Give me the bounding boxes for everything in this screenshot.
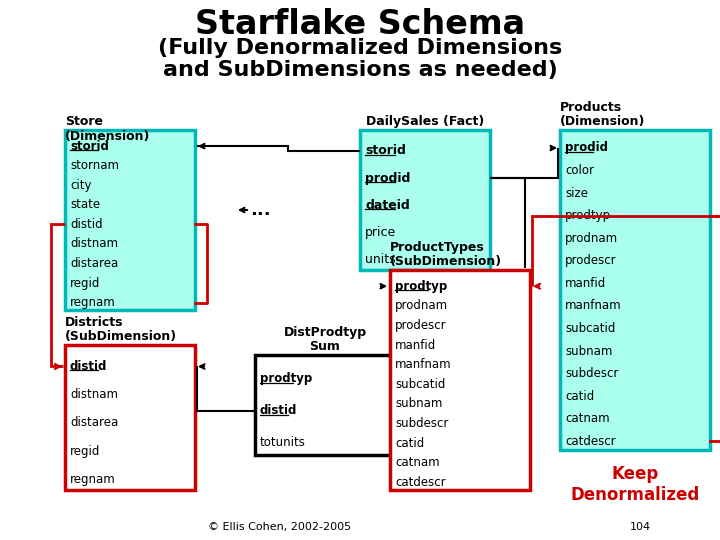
Text: (Dimension): (Dimension): [65, 130, 150, 143]
Text: prodtyp: prodtyp: [260, 373, 312, 386]
Text: distid: distid: [70, 218, 103, 231]
Text: distarea: distarea: [70, 416, 118, 429]
Text: prodescr: prodescr: [395, 319, 446, 332]
Text: distid: distid: [260, 404, 297, 417]
Text: size: size: [565, 187, 588, 200]
Text: color: color: [565, 164, 594, 177]
Text: subdescr: subdescr: [395, 417, 449, 430]
Bar: [65, 130, 195, 310]
Text: storid: storid: [70, 140, 109, 153]
Text: distnam: distnam: [70, 388, 118, 401]
Text: units: units: [365, 253, 395, 266]
Text: subnam: subnam: [565, 345, 613, 357]
Text: Starflake Schema: Starflake Schema: [195, 8, 525, 41]
Bar: [360, 130, 490, 270]
Text: prodnam: prodnam: [565, 232, 618, 245]
Text: subdescr: subdescr: [565, 367, 618, 380]
Text: manfnam: manfnam: [395, 358, 451, 371]
Text: ...: ...: [250, 201, 270, 219]
Text: ProductTypes: ProductTypes: [390, 241, 485, 254]
Text: prodtyp: prodtyp: [395, 280, 447, 293]
Text: subnam: subnam: [395, 397, 442, 410]
Text: subcatid: subcatid: [565, 322, 616, 335]
Text: Store: Store: [65, 115, 103, 128]
Text: © Ellis Cohen, 2002-2005: © Ellis Cohen, 2002-2005: [208, 522, 351, 532]
Text: prodtyp: prodtyp: [565, 209, 611, 222]
Text: (Dimension): (Dimension): [560, 115, 645, 128]
Bar: [560, 130, 710, 450]
Bar: [65, 345, 195, 490]
Text: catnam: catnam: [565, 413, 610, 426]
Text: distid: distid: [70, 360, 107, 373]
Text: prodid: prodid: [365, 172, 410, 185]
Text: (Fully Denormalized Dimensions: (Fully Denormalized Dimensions: [158, 38, 562, 58]
Text: 104: 104: [629, 522, 651, 532]
Text: city: city: [70, 179, 91, 192]
Text: storid: storid: [365, 144, 406, 157]
Text: catid: catid: [395, 437, 424, 450]
Text: Districts: Districts: [65, 316, 124, 329]
Text: state: state: [70, 198, 100, 211]
Text: catid: catid: [565, 390, 594, 403]
Text: regnam: regnam: [70, 296, 116, 309]
Text: catnam: catnam: [395, 456, 440, 469]
Text: Sum: Sum: [310, 340, 341, 353]
Text: prodnam: prodnam: [395, 299, 448, 312]
Text: manfid: manfid: [565, 277, 606, 290]
Text: manfid: manfid: [395, 339, 436, 352]
Bar: [255, 355, 395, 455]
Text: subcatid: subcatid: [395, 378, 446, 391]
Text: and SubDimensions as needed): and SubDimensions as needed): [163, 60, 557, 80]
Text: distarea: distarea: [70, 257, 118, 270]
Text: distnam: distnam: [70, 238, 118, 251]
Text: prodescr: prodescr: [565, 254, 616, 267]
Text: DistProdtyp: DistProdtyp: [284, 326, 366, 339]
Text: totunits: totunits: [260, 436, 306, 449]
Text: dateid: dateid: [365, 199, 410, 212]
Text: regid: regid: [70, 444, 100, 457]
Text: Products: Products: [560, 101, 622, 114]
Text: price: price: [365, 226, 396, 239]
Text: prodid: prodid: [565, 141, 608, 154]
Bar: [390, 270, 530, 490]
Text: stornam: stornam: [70, 159, 119, 172]
Text: DailySales (Fact): DailySales (Fact): [366, 115, 484, 128]
Text: catdescr: catdescr: [565, 435, 616, 448]
Text: manfnam: manfnam: [565, 300, 621, 313]
Text: catdescr: catdescr: [395, 476, 446, 489]
Text: (SubDimension): (SubDimension): [65, 330, 177, 343]
Text: regid: regid: [70, 276, 100, 289]
Text: (SubDimension): (SubDimension): [390, 255, 502, 268]
Text: regnam: regnam: [70, 473, 116, 486]
Text: Keep
Denormalized: Keep Denormalized: [570, 465, 700, 504]
